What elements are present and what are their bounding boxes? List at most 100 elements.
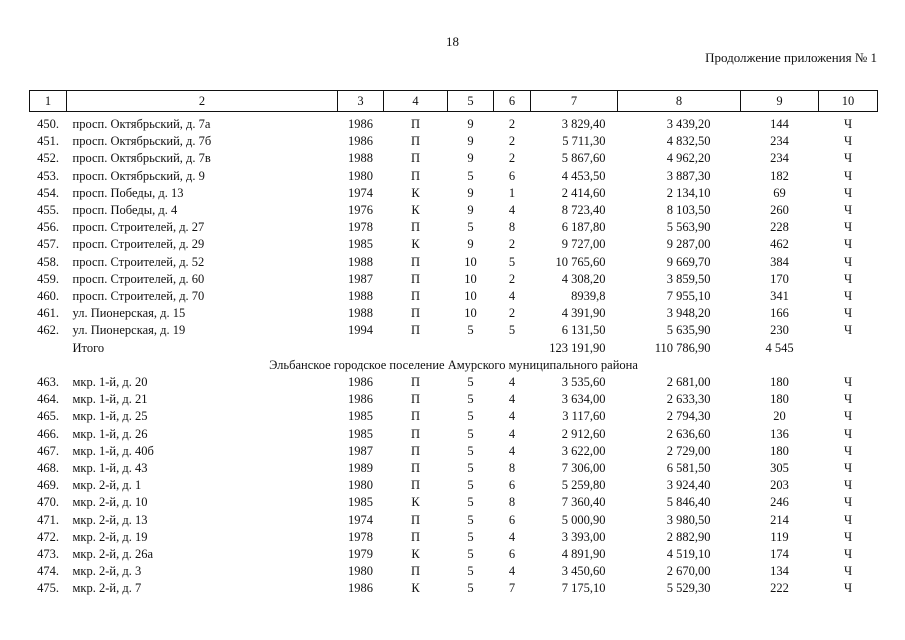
- cell-col7: 10 765,60: [555, 254, 606, 269]
- cell-address: мкр. 1-й, д. 26: [72, 426, 148, 441]
- cell-mark: Ч: [843, 529, 853, 544]
- cell-letter: П: [410, 512, 421, 527]
- cell-address: просп. Победы, д. 13: [72, 185, 184, 200]
- cell-letter: П: [410, 168, 421, 183]
- cell-address: мкр. 2-й, д. 26а: [72, 547, 154, 562]
- cell-year: 1986: [348, 117, 373, 131]
- cell-col7: 6 187,80: [561, 220, 606, 235]
- cell-mark: Ч: [843, 409, 853, 424]
- cell-letter: К: [411, 203, 420, 218]
- cell-col6: 6: [508, 478, 516, 493]
- cell-col8: 5 529,30: [666, 581, 711, 596]
- cell-letter: П: [410, 151, 421, 166]
- cell-col8: 4 519,10: [666, 547, 711, 562]
- cell-col5: 5: [467, 564, 474, 579]
- totals-col8: 110 786,90: [654, 340, 711, 355]
- cell-mark: Ч: [843, 495, 853, 510]
- cell-year: 1988: [348, 254, 373, 269]
- table-row: 473. мкр. 2-й, д. 26а 1979 К 5 6 4 891,90 4 519…: [30, 546, 878, 563]
- cell-col6: 2: [508, 134, 516, 149]
- cell-col7: 3 634,00: [561, 392, 606, 407]
- cell-col5: 9: [467, 134, 474, 149]
- cell-col7: 3 622,00: [561, 443, 606, 458]
- cell-mark: Ч: [843, 392, 853, 407]
- cell-letter: П: [410, 271, 421, 286]
- cell-mark: Ч: [843, 203, 853, 218]
- cell-number: 473.: [37, 547, 59, 562]
- cell-col8: 2 882,90: [666, 529, 711, 544]
- cell-letter: П: [410, 409, 421, 424]
- cell-number: 453.: [37, 168, 59, 183]
- cell-col5: 5: [467, 478, 474, 493]
- table-row: 461. ул. Пионерская, д. 15 1988 П 10 2 4 391,9…: [30, 305, 878, 322]
- table-row: 453. просп. Октябрьский, д. 9 1980 П 5 6 4 453…: [30, 168, 878, 185]
- buildings-table: 1 2 3 4 5 6 7 8 9 10 450. просп. Октябрьс…: [29, 90, 878, 598]
- cell-number: 455.: [37, 203, 59, 218]
- cell-col8: 2 633,30: [666, 392, 711, 407]
- cell-col8: 3 948,20: [666, 306, 711, 321]
- cell-number: 458.: [37, 254, 59, 269]
- cell-col8: 4 832,50: [666, 134, 711, 149]
- table-row: 455. просп. Победы, д. 4 1976 К 9 4 8 723,40 8 …: [30, 202, 878, 219]
- cell-letter: П: [410, 289, 421, 304]
- cell-number: 467.: [37, 443, 59, 458]
- empty-cell: [30, 340, 67, 357]
- cell-number: 466.: [37, 426, 59, 441]
- cell-col6: 4: [508, 529, 516, 544]
- cell-col9: 166: [770, 306, 789, 321]
- cell-number: 474.: [37, 564, 59, 579]
- cell-number: 475.: [37, 581, 59, 596]
- cell-col5: 5: [467, 392, 474, 407]
- cell-col9: 228: [770, 220, 789, 235]
- column-header-1: 1: [29, 90, 67, 112]
- cell-letter: П: [410, 220, 421, 235]
- cell-year: 1985: [348, 237, 373, 252]
- cell-letter: П: [410, 323, 421, 338]
- cell-col7: 3 450,60: [561, 564, 606, 579]
- cell-col8: 3 924,40: [666, 478, 711, 493]
- cell-number: 454.: [37, 185, 59, 200]
- cell-year: 1986: [348, 134, 373, 149]
- cell-letter: П: [410, 134, 421, 149]
- cell-mark: Ч: [843, 547, 853, 562]
- cell-col7: 7 306,00: [561, 461, 606, 476]
- cell-letter: П: [410, 392, 421, 407]
- cell-col9: 341: [770, 289, 789, 304]
- cell-letter: П: [410, 478, 421, 493]
- section-title: Эльбанское городское поселение Амурского…: [269, 357, 638, 372]
- empty-cell: [384, 340, 448, 357]
- column-header-6: 6: [493, 90, 531, 112]
- cell-col5: 10: [464, 254, 477, 269]
- table-row: 451. просп. Октябрьский, д. 7б 1986 П 9 2 5 71…: [30, 133, 878, 150]
- cell-col6: 8: [508, 220, 516, 235]
- cell-col6: 8: [508, 461, 516, 476]
- cell-address: мкр. 1-й, д. 21: [72, 392, 148, 407]
- cell-col5: 5: [467, 375, 474, 390]
- cell-address: просп. Октябрьский, д. 7в: [72, 151, 211, 166]
- cell-col6: 4: [508, 203, 516, 218]
- cell-letter: К: [411, 547, 420, 562]
- cell-col6: 6: [508, 512, 516, 527]
- cell-col9: 180: [770, 392, 789, 407]
- cell-col6: 2: [508, 271, 516, 286]
- cell-col9: 260: [770, 203, 789, 218]
- cell-col7: 7 360,40: [561, 495, 606, 510]
- cell-col7: 3 535,60: [561, 375, 606, 390]
- cell-year: 1987: [348, 443, 373, 458]
- table-row: 471. мкр. 2-й, д. 13 1974 П 5 6 5 000,90 3 980,…: [30, 512, 878, 529]
- empty-cell: [819, 340, 878, 357]
- cell-col7: 3 117,60: [562, 409, 606, 424]
- cell-col7: 5 000,90: [561, 512, 606, 527]
- table-row: 460. просп. Строителей, д. 70 1988 П 10 4 8939…: [30, 288, 878, 305]
- cell-mark: Ч: [843, 237, 853, 252]
- cell-year: 1986: [348, 581, 373, 596]
- cell-col8: 7 955,10: [666, 289, 711, 304]
- cell-number: 468.: [37, 461, 59, 476]
- table-row: 457. просп. Строителей, д. 29 1985 К 9 2 9 727…: [30, 236, 878, 253]
- table-row: 466. мкр. 1-й, д. 26 1985 П 5 4 2 912,60 2 636,…: [30, 426, 878, 443]
- totals-label: Итого: [72, 340, 105, 355]
- cell-col6: 6: [508, 547, 516, 562]
- cell-col6: 2: [508, 306, 516, 321]
- cell-col5: 5: [467, 323, 474, 338]
- cell-number: 469.: [37, 478, 59, 493]
